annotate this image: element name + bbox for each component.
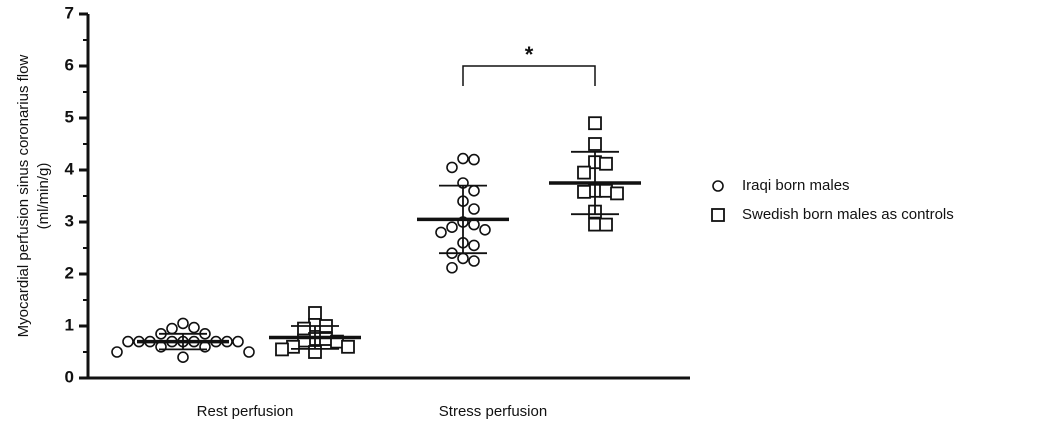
data-point bbox=[610, 186, 624, 201]
significance-bracket bbox=[462, 65, 596, 86]
x-tick-label: Rest perfusion bbox=[197, 403, 294, 420]
data-point bbox=[232, 335, 244, 348]
y-axis-label: Myocardial perfusion sinus coronarius fl… bbox=[15, 55, 32, 338]
data-point bbox=[599, 217, 613, 232]
y-tick-label: 7 bbox=[65, 3, 74, 22]
data-point bbox=[275, 342, 289, 357]
legend-label: Swedish born males as controls bbox=[742, 206, 954, 223]
data-point bbox=[468, 185, 480, 197]
data-point bbox=[599, 156, 613, 171]
y-tick-label: 3 bbox=[65, 211, 74, 230]
data-point bbox=[122, 335, 134, 348]
data-point bbox=[111, 346, 123, 358]
y-tick-label: 0 bbox=[65, 367, 74, 386]
data-point bbox=[457, 152, 469, 165]
data-point bbox=[577, 165, 591, 180]
data-point bbox=[341, 339, 355, 354]
y-tick-label: 6 bbox=[65, 55, 74, 74]
legend-marker bbox=[711, 208, 725, 222]
data-point bbox=[435, 226, 447, 239]
data-point bbox=[457, 252, 469, 265]
data-point bbox=[446, 161, 458, 174]
x-tick-label: Stress perfusion bbox=[439, 403, 547, 420]
significance-label: * bbox=[525, 42, 534, 67]
data-point bbox=[479, 224, 491, 236]
y-tick-label: 5 bbox=[65, 107, 74, 126]
data-point bbox=[243, 346, 255, 358]
legend-label: Iraqi born males bbox=[742, 177, 850, 194]
legend-marker bbox=[712, 180, 724, 192]
data-point bbox=[468, 153, 480, 166]
data-point bbox=[588, 116, 602, 131]
data-point bbox=[446, 221, 458, 233]
data-point bbox=[588, 137, 602, 151]
data-point bbox=[177, 317, 189, 330]
data-point bbox=[468, 239, 480, 252]
data-point bbox=[468, 255, 480, 267]
data-point bbox=[166, 322, 178, 335]
data-point bbox=[188, 321, 200, 334]
y-tick-label: 1 bbox=[65, 315, 74, 334]
data-point bbox=[308, 306, 322, 320]
y-axis-label: (ml/min/g) bbox=[35, 163, 52, 230]
data-point bbox=[468, 203, 480, 215]
data-point bbox=[177, 351, 189, 364]
data-point bbox=[577, 184, 591, 199]
y-tick-label: 2 bbox=[65, 263, 74, 282]
y-tick-label: 4 bbox=[65, 159, 75, 178]
data-point bbox=[446, 261, 458, 274]
